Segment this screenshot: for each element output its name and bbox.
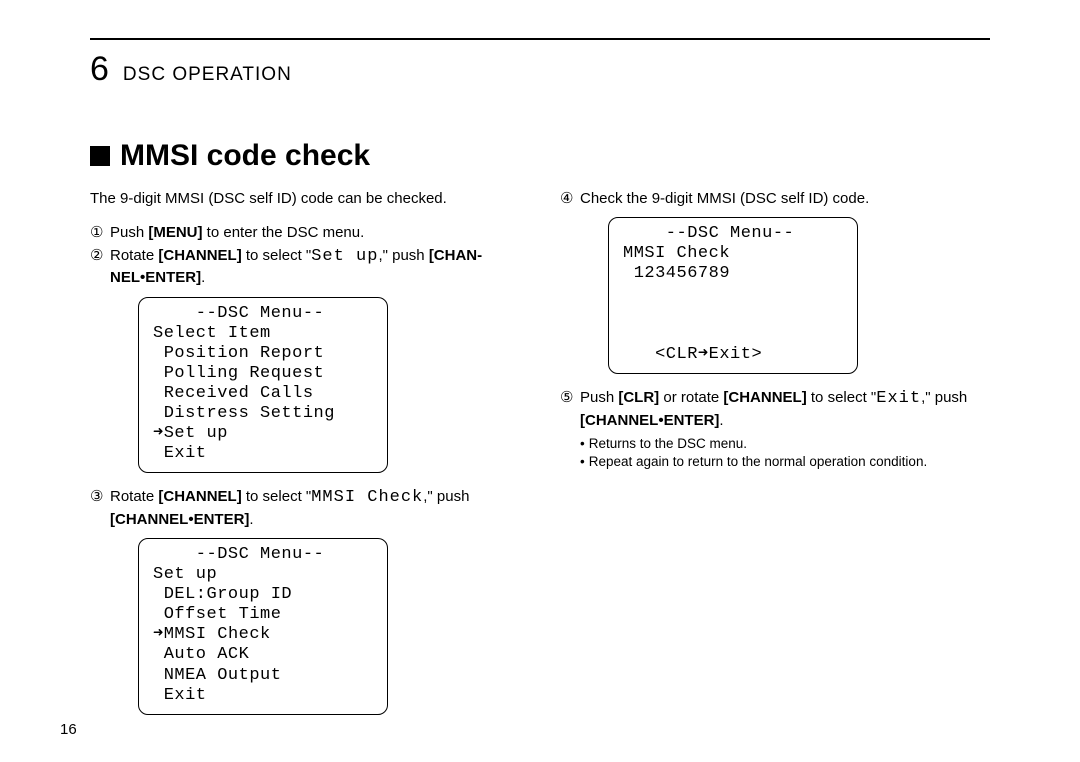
step-marker: ③ <box>90 487 110 530</box>
text: to enter the DSC menu. <box>203 224 365 241</box>
key-label: [CHANNEL] <box>723 389 806 406</box>
square-bullet-icon <box>90 146 110 166</box>
intro-text: The 9-digit MMSI (DSC self ID) code can … <box>90 189 520 209</box>
bullet-text: Returns to the DSC menu. <box>589 435 747 453</box>
step-body: Rotate [CHANNEL] to select "MMSI Check,"… <box>110 487 520 530</box>
step-marker: ② <box>90 246 110 289</box>
step-marker: ⑤ <box>560 388 580 431</box>
step-body: Push [MENU] to enter the DSC menu. <box>110 223 520 243</box>
section-heading: MMSI code check <box>90 139 990 173</box>
key-label: NEL•ENTER] <box>110 269 201 286</box>
text: ," push <box>423 488 469 505</box>
sub-bullets: •Returns to the DSC menu. •Repeat again … <box>560 435 990 471</box>
top-rule <box>90 38 990 40</box>
lcd-screen-2: --DSC Menu-- Set up DEL:Group ID Offset … <box>138 538 388 714</box>
text: to select " <box>242 488 312 505</box>
text: Rotate <box>110 488 158 505</box>
key-label: [CHANNEL•ENTER] <box>110 511 249 528</box>
lcd-screen-2-wrap: --DSC Menu-- Set up DEL:Group ID Offset … <box>138 538 520 714</box>
key-label: [CLR] <box>618 389 659 406</box>
lcd-text: Exit <box>876 389 921 408</box>
section-title: MMSI code check <box>120 139 370 173</box>
step-5: ⑤ Push [CLR] or rotate [CHANNEL] to sele… <box>560 388 990 431</box>
lcd-screen-3-wrap: --DSC Menu-- MMSI Check 123456789 <CLR➜E… <box>608 217 990 373</box>
step-marker: ① <box>90 223 110 243</box>
step-body: Push [CLR] or rotate [CHANNEL] to select… <box>580 388 990 431</box>
lcd-text: Set up <box>311 247 378 266</box>
key-label: [MENU] <box>148 224 202 241</box>
lcd-screen-3: --DSC Menu-- MMSI Check 123456789 <CLR➜E… <box>608 217 858 373</box>
key-label: [CHAN- <box>429 247 482 264</box>
text: Rotate <box>110 247 158 264</box>
key-label: [CHANNEL•ENTER] <box>580 412 719 429</box>
left-column: The 9-digit MMSI (DSC self ID) code can … <box>90 189 520 729</box>
step-marker: ④ <box>560 189 580 209</box>
text: . <box>201 269 205 286</box>
text: Push <box>580 389 618 406</box>
step-2: ② Rotate [CHANNEL] to select "Set up," p… <box>90 246 520 289</box>
bullet-text: Repeat again to return to the normal ope… <box>589 453 927 471</box>
key-label: [CHANNEL] <box>158 247 241 264</box>
lcd-text: MMSI Check <box>311 488 423 507</box>
text: . <box>249 511 253 528</box>
text: or rotate <box>659 389 723 406</box>
step-3: ③ Rotate [CHANNEL] to select "MMSI Check… <box>90 487 520 530</box>
right-column: ④ Check the 9-digit MMSI (DSC self ID) c… <box>560 189 990 729</box>
step-body: Rotate [CHANNEL] to select "Set up," pus… <box>110 246 520 289</box>
step-1: ① Push [MENU] to enter the DSC menu. <box>90 223 520 243</box>
bullet-item: •Returns to the DSC menu. <box>580 435 990 453</box>
key-label: [CHANNEL] <box>158 488 241 505</box>
text: to select " <box>807 389 877 406</box>
chapter-number: 6 <box>90 50 109 89</box>
page-number: 16 <box>60 721 77 738</box>
lcd-screen-1: --DSC Menu-- Select Item Position Report… <box>138 297 388 473</box>
text: ," push <box>378 247 428 264</box>
text: . <box>719 412 723 429</box>
chapter-header: 6 DSC OPERATION <box>90 50 990 89</box>
text: Push <box>110 224 148 241</box>
text: ," push <box>921 389 967 406</box>
step-4: ④ Check the 9-digit MMSI (DSC self ID) c… <box>560 189 990 209</box>
text: to select " <box>242 247 312 264</box>
bullet-dot-icon: • <box>580 453 585 471</box>
chapter-title: DSC OPERATION <box>123 64 292 86</box>
step-body: Check the 9-digit MMSI (DSC self ID) cod… <box>580 189 990 209</box>
bullet-item: •Repeat again to return to the normal op… <box>580 453 990 471</box>
content-columns: The 9-digit MMSI (DSC self ID) code can … <box>90 189 990 729</box>
text: Check the 9-digit MMSI (DSC self ID) cod… <box>580 190 869 207</box>
lcd-screen-1-wrap: --DSC Menu-- Select Item Position Report… <box>138 297 520 473</box>
bullet-dot-icon: • <box>580 435 585 453</box>
